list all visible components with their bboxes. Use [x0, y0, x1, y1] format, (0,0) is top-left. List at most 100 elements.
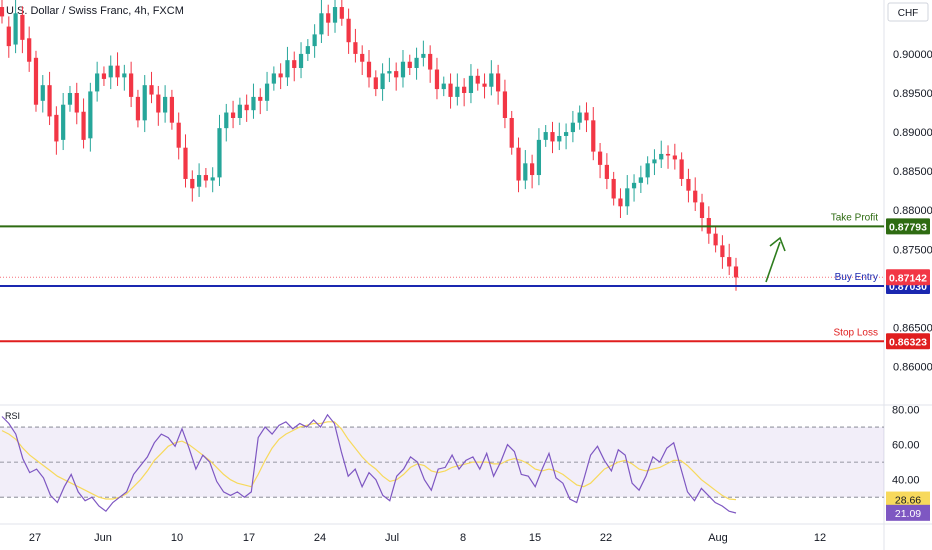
symbol-title: U.S. Dollar / Swiss Franc, 4h, FXCM	[6, 5, 184, 17]
candle-body	[652, 159, 657, 164]
stop-loss-label: Stop Loss	[834, 327, 878, 338]
candle-body	[577, 112, 582, 123]
annotation-layer	[765, 236, 786, 283]
candle-body	[163, 96, 168, 113]
candle-body	[536, 139, 542, 176]
stop-loss-price-tag	[886, 333, 930, 350]
time-tick-label: Jul	[385, 532, 399, 544]
rsi-tick-label: 60.00	[892, 440, 920, 452]
time-tick-label: Aug	[708, 532, 728, 544]
candle-body	[462, 86, 467, 93]
candle-body	[631, 182, 637, 189]
rsi-ma-tag-text: 28.66	[895, 495, 921, 507]
candle-body	[271, 73, 276, 84]
candle-body	[135, 96, 141, 121]
candle-body	[237, 104, 242, 118]
rsi-tick-label: 40.00	[892, 475, 920, 487]
time-tick-label: 22	[600, 532, 612, 544]
candle-body	[434, 69, 440, 90]
candle-body	[312, 34, 317, 47]
take-profit-label: Take Profit	[831, 212, 878, 223]
price-tick-label: 0.89500	[893, 88, 932, 100]
candle-body	[353, 42, 358, 54]
candle-body	[414, 57, 419, 68]
candle-body	[523, 163, 528, 181]
price-tick-label: 0.86000	[893, 361, 932, 373]
candle-body	[659, 153, 664, 160]
time-tick-label: 24	[314, 532, 326, 544]
candle-body	[400, 61, 406, 78]
candle-body	[455, 86, 460, 97]
time-tick-label: 10	[171, 532, 183, 544]
levels-layer: Take Profit Buy Entry Stop Loss	[0, 212, 884, 343]
candle-body	[217, 128, 222, 178]
candle-body	[475, 75, 480, 84]
candle-body	[176, 122, 181, 148]
currency-label: CHF	[898, 8, 919, 19]
candle-body	[230, 112, 236, 118]
candle-body	[665, 153, 671, 156]
rsi-value-tag	[886, 504, 930, 521]
candle-body	[20, 14, 25, 40]
candle-body	[326, 13, 331, 23]
candle-body	[115, 65, 120, 78]
candle-body	[149, 85, 154, 95]
last-price-tag-text: 0.87142	[889, 272, 927, 284]
candle-body	[319, 13, 324, 35]
candle-body	[129, 73, 134, 97]
candle-body	[169, 96, 175, 123]
time-tick-label: 27	[29, 532, 41, 544]
candle-body	[258, 96, 263, 101]
price-tick-label: 0.86500	[893, 322, 932, 334]
price-tick-label: 0.88000	[893, 205, 932, 217]
candle-body	[530, 163, 535, 176]
price-tick-label: 0.90000	[893, 49, 932, 61]
candle-body	[727, 257, 732, 267]
candle-body	[686, 178, 691, 191]
time-tick-label: Jun	[94, 532, 112, 544]
candle-body	[264, 83, 270, 101]
candle-body	[468, 75, 474, 93]
candle-body	[339, 7, 344, 19]
candle-body	[611, 178, 616, 199]
candle-body	[441, 83, 446, 90]
candle-body	[210, 177, 215, 181]
candle-body	[496, 73, 501, 92]
take-profit-price-tag	[886, 218, 930, 235]
candle-body	[584, 112, 589, 121]
candle-body	[543, 132, 548, 140]
candle-body	[516, 147, 521, 181]
candle-body	[591, 120, 596, 152]
price-tick-label: 0.89000	[893, 127, 932, 139]
candle-body	[509, 117, 514, 148]
time-tick-label: 8	[460, 532, 466, 544]
candle-body	[81, 111, 86, 140]
candle-body	[428, 53, 433, 70]
candle-body	[713, 233, 718, 246]
candle-body	[360, 53, 365, 62]
candle-body	[108, 65, 113, 78]
candle-body	[380, 73, 385, 90]
candle-body	[183, 147, 188, 179]
candle-body	[563, 132, 569, 136]
candle-body	[142, 85, 147, 121]
rsi-layer	[0, 413, 884, 514]
candle-body	[6, 26, 11, 47]
candle-body	[733, 266, 739, 278]
candle-body	[489, 73, 494, 87]
candle-body	[448, 83, 453, 97]
candle-body	[679, 159, 684, 179]
candle-body	[557, 135, 562, 142]
stop-loss-price-tag-text: 0.86323	[889, 336, 927, 348]
candle-body	[625, 188, 630, 207]
candle-body	[394, 71, 399, 78]
candle-body	[604, 164, 609, 179]
time-tick-label: 17	[243, 532, 255, 544]
up-arrow-icon	[765, 241, 781, 283]
last-price-tag	[886, 269, 930, 286]
candle-body	[33, 57, 39, 105]
candle-body	[645, 163, 650, 178]
candle-body	[298, 53, 304, 68]
